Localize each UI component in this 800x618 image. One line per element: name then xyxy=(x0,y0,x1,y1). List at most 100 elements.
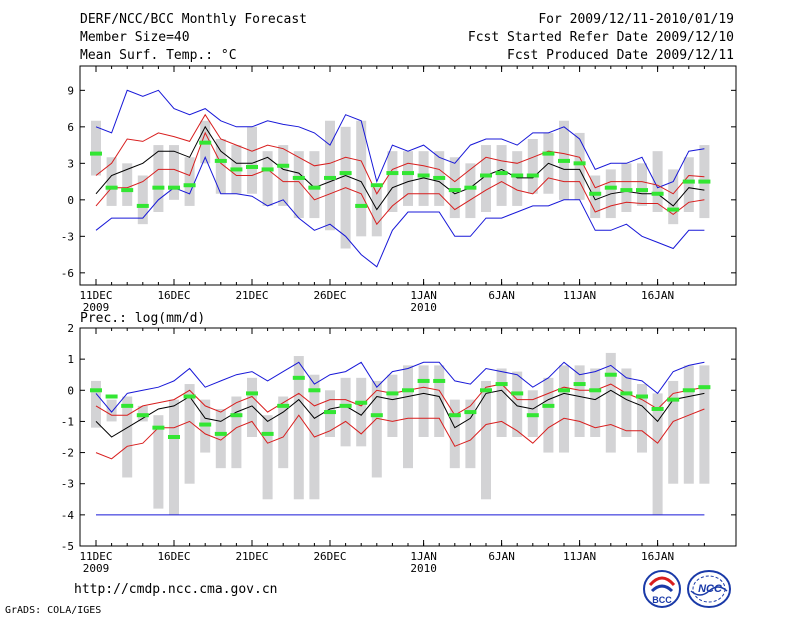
median-mark xyxy=(214,431,227,436)
box-bar xyxy=(403,151,413,206)
box-bar xyxy=(590,368,601,437)
median-mark xyxy=(682,179,695,184)
y-tick-label: 2 xyxy=(67,322,74,335)
source-url[interactable]: http://cmdp.ncc.cma.gov.cn xyxy=(74,582,278,597)
median-mark xyxy=(277,163,290,168)
box-bar xyxy=(91,120,101,176)
median-mark xyxy=(511,173,524,178)
median-mark xyxy=(620,188,633,193)
median-mark xyxy=(651,191,664,196)
median-mark xyxy=(214,158,227,163)
x-tick-label: 6JAN xyxy=(488,289,515,302)
median-mark xyxy=(386,391,399,396)
median-mark xyxy=(526,173,539,178)
median-mark xyxy=(433,175,446,180)
box-bar xyxy=(449,157,460,219)
median-mark xyxy=(246,164,258,169)
x-tick-label: 26DEC xyxy=(313,550,346,563)
x-tick-year-label: 2009 xyxy=(83,562,110,575)
box-bar xyxy=(512,151,523,206)
median-mark xyxy=(402,171,414,176)
box-bar xyxy=(683,365,694,484)
median-mark xyxy=(698,385,711,390)
x-tick-label: 1JAN xyxy=(410,289,437,302)
y-tick-label: 9 xyxy=(67,84,74,97)
box-bar xyxy=(371,187,382,237)
grads-credit: GrADS: COLA/IGES xyxy=(5,605,102,616)
median-mark xyxy=(168,185,180,190)
box-bar xyxy=(621,368,632,437)
median-mark xyxy=(324,410,336,415)
median-mark xyxy=(480,388,492,393)
median-mark xyxy=(651,406,664,411)
box-bar xyxy=(574,365,585,437)
box-bar xyxy=(169,399,179,515)
median-mark xyxy=(620,391,633,396)
box-bar xyxy=(215,139,226,194)
box-bar xyxy=(574,132,585,200)
bcc-logo-text: BCC xyxy=(652,595,672,605)
median-mark xyxy=(464,410,477,415)
x-tick-label: 21DEC xyxy=(235,550,268,563)
median-mark xyxy=(542,403,555,408)
median-mark xyxy=(183,394,196,399)
box-bar xyxy=(683,157,694,212)
box-bar xyxy=(637,384,647,453)
box-bar xyxy=(621,163,632,212)
median-mark xyxy=(542,151,555,156)
y-tick-label: -5 xyxy=(61,540,74,553)
median-mark xyxy=(105,185,118,190)
std-upper-line xyxy=(95,113,705,195)
box-bar xyxy=(527,139,538,194)
median-mark xyxy=(136,413,149,418)
median-mark xyxy=(355,400,368,405)
median-mark xyxy=(292,375,305,380)
median-mark xyxy=(152,425,165,430)
y-tick-label: 0 xyxy=(67,384,74,397)
x-tick-label: 16JAN xyxy=(641,550,674,563)
median-mark xyxy=(152,185,165,190)
box-bar xyxy=(169,145,179,200)
y-tick-label: 6 xyxy=(67,121,74,134)
median-mark xyxy=(277,403,290,408)
median-mark xyxy=(558,388,570,393)
median-mark xyxy=(308,388,321,393)
median-mark xyxy=(230,413,243,418)
box-bar xyxy=(356,120,367,237)
forecast-period: For 2009/12/11-2010/01/19 xyxy=(538,12,734,27)
box-bar xyxy=(106,157,117,206)
median-mark xyxy=(230,167,243,172)
box-bar xyxy=(605,352,616,453)
median-mark xyxy=(386,171,399,176)
median-mark xyxy=(417,173,430,178)
box-bar xyxy=(590,175,601,219)
box-bar xyxy=(122,163,133,206)
x-tick-year-label: 2010 xyxy=(410,562,437,575)
median-mark xyxy=(433,378,446,383)
y-tick-label: -3 xyxy=(61,230,74,243)
median-mark xyxy=(526,413,539,418)
median-mark xyxy=(121,188,134,193)
x-tick-year-label: 2009 xyxy=(83,301,110,314)
median-mark xyxy=(558,158,570,163)
median-mark xyxy=(308,185,321,190)
median-mark xyxy=(261,167,274,172)
median-mark xyxy=(511,391,524,396)
y-tick-label: 0 xyxy=(67,194,74,207)
precip-panel-title: Prec.: log(mm/d) xyxy=(80,311,206,326)
box-bar xyxy=(418,151,429,206)
box-bar xyxy=(325,120,335,231)
mean-line xyxy=(95,389,705,438)
box-bar xyxy=(215,408,226,469)
box-bar xyxy=(668,169,679,225)
median-mark xyxy=(604,185,617,190)
box-bar xyxy=(106,399,117,422)
median-mark xyxy=(90,388,102,393)
box-bar xyxy=(247,377,257,437)
box-bar xyxy=(356,377,367,447)
median-mark xyxy=(417,378,430,383)
bcc-logo: BCC xyxy=(642,569,682,613)
box-bar xyxy=(231,396,242,469)
